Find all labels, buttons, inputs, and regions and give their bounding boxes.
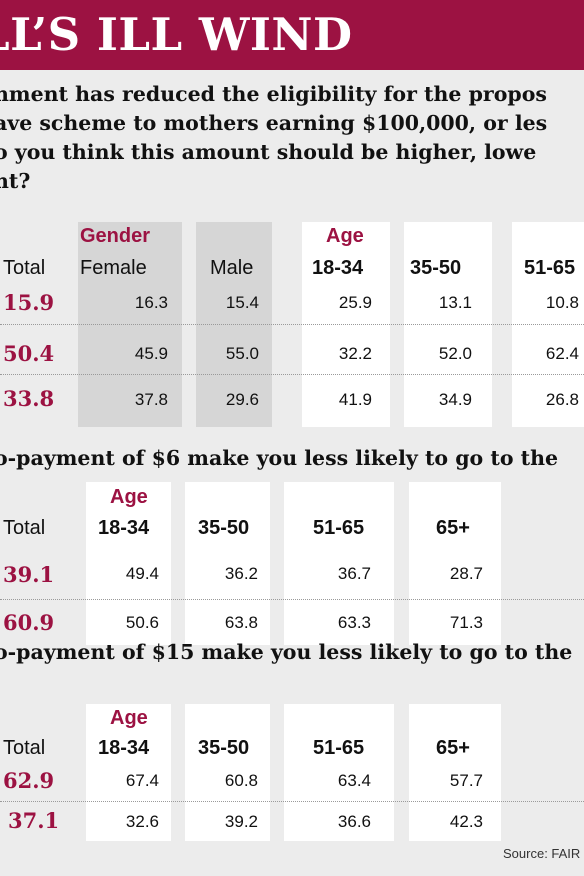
cell-18-34: 67.4 (125, 771, 159, 790)
cell-female: 16.3 (134, 293, 168, 312)
header-65-plus: 65+ (436, 737, 470, 759)
cell-51-65: 62.4 (545, 344, 579, 363)
cell-51-65: 63.4 (337, 771, 371, 790)
question-1-line-4: ht? (0, 169, 31, 193)
cell-65-plus: 71.3 (449, 613, 483, 632)
cell-51-65: 36.6 (337, 812, 371, 831)
header-51-65: 51-65 (524, 257, 576, 279)
column-18-34 (86, 704, 171, 841)
question-3: o-payment of $15 make you less likely to… (0, 638, 584, 667)
header-male: Male (210, 257, 254, 279)
column-35-50 (185, 482, 270, 645)
cell-51-65: 36.7 (337, 564, 371, 583)
cell-male: 29.6 (225, 390, 259, 409)
cell-female: 45.9 (134, 344, 168, 363)
header-51-65: 51-65 (313, 737, 365, 759)
column-35-50 (185, 704, 270, 841)
cell-18-34: 25.9 (338, 293, 372, 312)
column-65-plus (409, 704, 501, 841)
cell-65-plus: 57.7 (449, 771, 483, 790)
group-label-age: Age (110, 707, 148, 729)
cell-35-50: 13.1 (438, 293, 472, 312)
cell-female: 37.8 (134, 390, 168, 409)
header-18-34: 18-34 (312, 257, 364, 279)
cell-35-50: 52.0 (438, 344, 472, 363)
cell-35-50: 39.2 (224, 812, 258, 831)
cell-18-34: 50.6 (125, 613, 159, 632)
question-2-line-1: o-payment of $6 make you less likely to … (0, 446, 559, 470)
header-35-50: 35-50 (198, 517, 250, 539)
header-total: Total (3, 517, 46, 539)
header-18-34: 18-34 (98, 737, 150, 759)
cell-18-34: 41.9 (338, 390, 372, 409)
row-divider (0, 599, 584, 600)
question-1-line-2: ave scheme to mothers earning $100,000, … (0, 111, 548, 135)
total-value: 50.4 (3, 341, 55, 366)
cell-35-50: 60.8 (224, 771, 258, 790)
column-51-65 (284, 704, 394, 841)
header-51-65: 51-65 (313, 517, 365, 539)
cell-35-50: 36.2 (224, 564, 258, 583)
total-value: 15.9 (3, 290, 55, 315)
header-35-50: 35-50 (410, 257, 462, 279)
column-51-65 (284, 482, 394, 645)
question-2: o-payment of $6 make you less likely to … (0, 444, 584, 473)
total-value: 39.1 (3, 562, 55, 587)
group-label-age: Age (110, 486, 148, 508)
header-65-plus: 65+ (436, 517, 470, 539)
title-banner: LL’S ILL WIND (0, 0, 584, 70)
row-divider (0, 324, 584, 325)
row-divider (0, 801, 584, 802)
header-total: Total (3, 737, 46, 759)
total-value: 37.1 (8, 808, 60, 833)
group-label-gender: Gender (80, 225, 151, 247)
cell-51-65: 26.8 (545, 390, 579, 409)
cell-35-50: 63.8 (224, 613, 258, 632)
cell-65-plus: 42.3 (449, 812, 483, 831)
cell-male: 15.4 (225, 293, 259, 312)
row-divider (0, 374, 584, 375)
cell-51-65: 10.8 (545, 293, 579, 312)
header-35-50: 35-50 (198, 737, 250, 759)
cell-18-34: 32.2 (338, 344, 372, 363)
cell-18-34: 49.4 (125, 564, 159, 583)
cell-male: 55.0 (225, 344, 259, 363)
header-total: Total (3, 257, 46, 279)
page-title: LL’S ILL WIND (0, 8, 353, 61)
total-value: 33.8 (3, 386, 55, 411)
header-18-34: 18-34 (98, 517, 150, 539)
group-label-age: Age (326, 225, 364, 247)
question-3-line-1: o-payment of $15 make you less likely to… (0, 640, 573, 664)
header-female: Female (80, 257, 147, 279)
cell-65-plus: 28.7 (449, 564, 483, 583)
cell-35-50: 34.9 (438, 390, 472, 409)
question-1-line-1: nment has reduced the eligibility for th… (0, 82, 547, 106)
column-65-plus (409, 482, 501, 645)
question-1: nment has reduced the eligibility for th… (0, 80, 584, 196)
column-18-34 (86, 482, 171, 645)
cell-18-34: 32.6 (125, 812, 159, 831)
question-1-line-3: o you think this amount should be higher… (0, 140, 537, 164)
total-value: 62.9 (3, 768, 55, 793)
total-value: 60.9 (3, 610, 55, 635)
source-credit: Source: FAIR (503, 846, 581, 861)
cell-51-65: 63.3 (337, 613, 371, 632)
